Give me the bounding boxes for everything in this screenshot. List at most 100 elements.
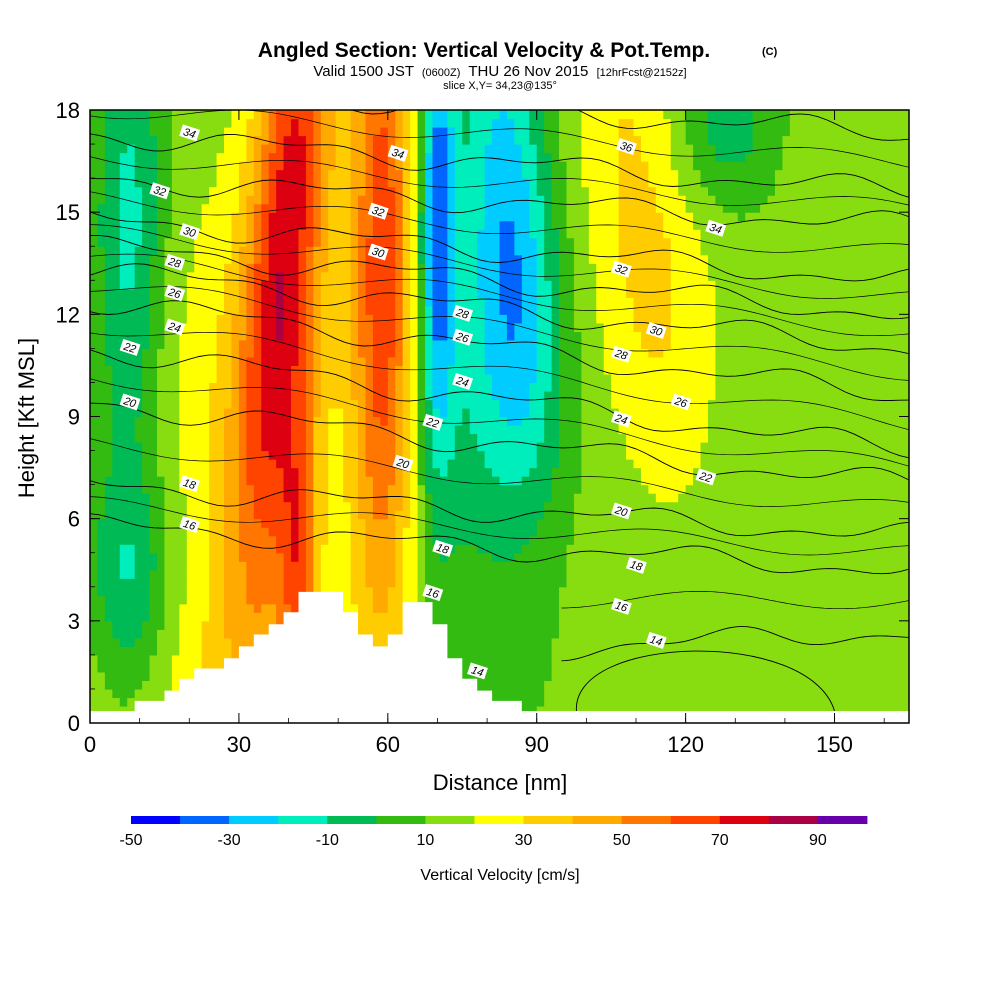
velocity-cell	[365, 450, 374, 460]
velocity-cell	[104, 263, 113, 273]
velocity-cell	[164, 390, 173, 401]
velocity-cell	[372, 339, 381, 349]
velocity-cell	[194, 382, 203, 392]
velocity-cell	[97, 373, 106, 384]
velocity-cell	[201, 527, 210, 537]
velocity-cell	[112, 195, 121, 205]
velocity-cell	[551, 697, 560, 707]
velocity-cell	[559, 484, 568, 494]
velocity-cell	[447, 144, 456, 154]
velocity-cell	[90, 578, 99, 588]
velocity-cell	[343, 169, 352, 179]
velocity-cell	[335, 220, 344, 230]
velocity-cell	[544, 169, 553, 179]
velocity-cell	[343, 195, 352, 205]
velocity-cell	[395, 595, 404, 605]
velocity-cell	[186, 629, 195, 639]
velocity-cell	[410, 127, 419, 137]
velocity-cell	[469, 510, 478, 520]
velocity-cell	[134, 169, 143, 179]
velocity-cell	[231, 629, 240, 639]
velocity-cell	[335, 578, 344, 588]
velocity-cell	[506, 339, 515, 349]
velocity-cell	[358, 544, 367, 554]
velocity-cell	[134, 450, 143, 460]
velocity-cell	[529, 654, 538, 664]
velocity-cell	[365, 186, 374, 196]
velocity-cell	[566, 348, 575, 358]
velocity-cell	[566, 237, 575, 247]
velocity-cell	[216, 195, 225, 205]
velocity-cell	[142, 254, 151, 264]
velocity-cell	[97, 365, 106, 375]
velocity-cell	[395, 373, 404, 384]
velocity-cell	[372, 280, 381, 290]
velocity-cell	[387, 339, 396, 349]
velocity-cell	[291, 425, 300, 435]
velocity-cell	[514, 450, 523, 460]
velocity-cell	[201, 416, 210, 426]
velocity-cell	[186, 254, 195, 264]
velocity-cell	[343, 254, 352, 264]
velocity-cell	[104, 680, 113, 690]
velocity-cell	[313, 450, 322, 460]
velocity-cell	[231, 552, 240, 562]
velocity-cell	[261, 297, 270, 307]
velocity-cell	[454, 365, 463, 375]
velocity-cell	[484, 629, 493, 639]
velocity-cell	[328, 407, 337, 418]
velocity-cell	[581, 110, 590, 120]
velocity-cell	[521, 280, 530, 290]
velocity-cell	[432, 603, 441, 613]
velocity-cell	[529, 518, 538, 528]
velocity-cell	[544, 118, 553, 128]
velocity-cell	[335, 254, 344, 264]
velocity-cell	[387, 390, 396, 401]
velocity-cell	[291, 493, 300, 503]
velocity-cell	[477, 425, 486, 435]
velocity-cell	[201, 288, 210, 298]
velocity-cell	[350, 254, 359, 264]
velocity-cell	[104, 646, 113, 656]
velocity-cell	[469, 331, 478, 341]
velocity-cell	[97, 416, 106, 426]
velocity-cell	[573, 433, 582, 443]
velocity-cell	[573, 697, 582, 707]
velocity-cell	[268, 399, 277, 409]
velocity-cell	[343, 459, 352, 469]
velocity-cell	[179, 467, 188, 477]
velocity-cell	[305, 569, 314, 579]
velocity-cell	[387, 331, 396, 341]
velocity-cell	[544, 390, 553, 401]
velocity-cell	[276, 339, 285, 349]
velocity-cell	[268, 535, 277, 545]
velocity-cell	[544, 416, 553, 426]
velocity-cell	[90, 271, 99, 281]
velocity-cell	[90, 569, 99, 579]
velocity-cell	[365, 595, 374, 605]
velocity-cell	[283, 169, 292, 179]
velocity-cell	[343, 271, 352, 281]
velocity-cell	[253, 110, 262, 120]
velocity-cell	[402, 169, 411, 179]
velocity-cell	[253, 161, 262, 171]
velocity-cell	[559, 373, 568, 384]
velocity-cell	[581, 246, 590, 256]
velocity-cell	[596, 237, 605, 247]
velocity-cell	[90, 127, 99, 137]
velocity-cell	[492, 620, 501, 630]
velocity-cell	[104, 407, 113, 418]
velocity-cell	[425, 467, 434, 477]
velocity-cell	[447, 246, 456, 256]
velocity-cell	[216, 305, 225, 315]
velocity-cell	[291, 127, 300, 137]
velocity-cell	[439, 135, 448, 145]
velocity-cell	[238, 348, 247, 358]
velocity-cell	[462, 110, 471, 120]
velocity-cell	[305, 518, 314, 528]
velocity-cell	[462, 459, 471, 469]
velocity-cell	[529, 110, 538, 120]
velocity-cell	[142, 688, 151, 699]
velocity-cell	[566, 169, 575, 179]
velocity-cell	[276, 399, 285, 409]
